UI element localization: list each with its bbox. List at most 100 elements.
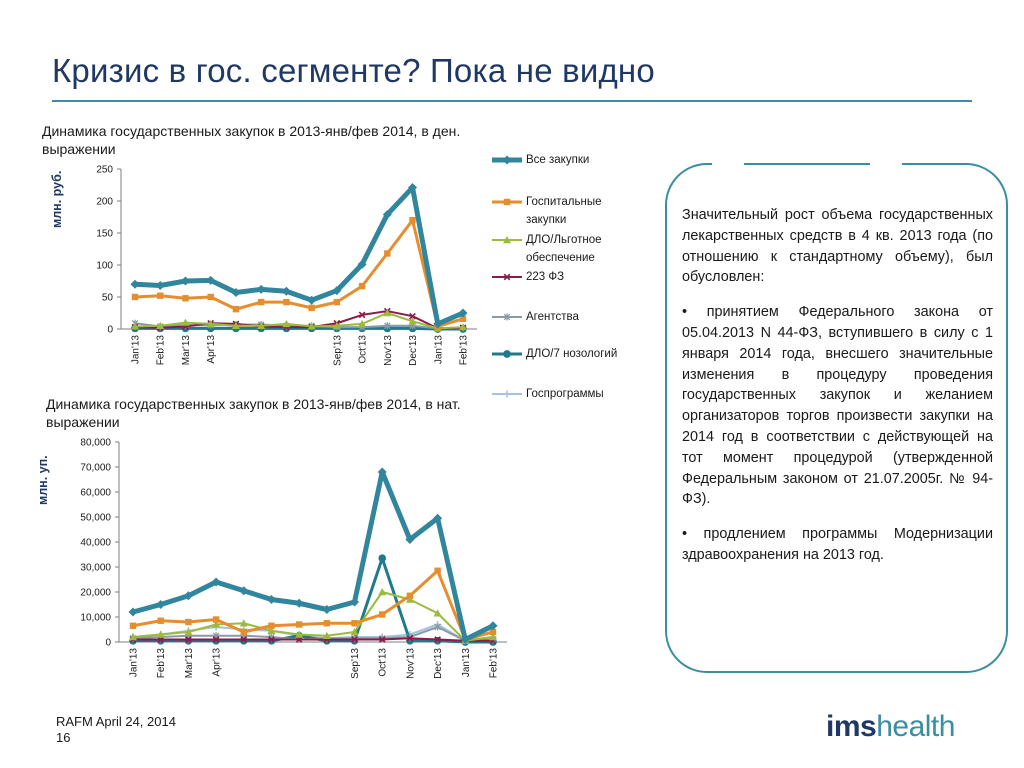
data-point: [350, 628, 359, 636]
legend-label: 223 ФЗ: [526, 271, 565, 283]
data-point: [206, 319, 215, 328]
data-point: [257, 321, 266, 329]
data-point: [157, 617, 164, 624]
data-point: [156, 600, 166, 609]
x-tick-label: Oct'13: [358, 335, 369, 364]
data-point: [434, 623, 441, 631]
y-tick-label: 30,000: [80, 563, 111, 574]
x-tick-label: Feb'13: [489, 648, 500, 679]
y-tick-label: 80,000: [80, 438, 111, 449]
footer-event: RAFM April 24, 2014: [56, 714, 176, 729]
x-tick-label: Dec'13: [408, 335, 419, 366]
data-point: [384, 250, 391, 257]
data-point: [307, 322, 316, 330]
data-point: [231, 288, 241, 298]
data-point: [322, 631, 331, 639]
series-line: [134, 312, 464, 330]
data-point: [409, 312, 416, 320]
data-point: [157, 292, 164, 299]
data-point: [212, 620, 221, 628]
data-point: [180, 276, 190, 286]
data-point: [212, 636, 220, 643]
legend-marker: [503, 313, 511, 321]
y-tick-label: 40,000: [80, 538, 111, 549]
data-point: [378, 588, 387, 596]
y-tick-label: 10,000: [80, 613, 111, 624]
data-point: [322, 605, 332, 614]
data-point: [357, 259, 367, 269]
legend-marker: [502, 155, 512, 165]
data-point: [232, 305, 240, 313]
data-point: [377, 467, 387, 477]
note-intro: Значительный рост объема государственных…: [682, 207, 993, 286]
data-point: [156, 321, 165, 329]
data-point: [185, 636, 192, 643]
data-point: [332, 321, 341, 329]
y-tick-label: 50: [102, 293, 114, 304]
data-point: [212, 616, 220, 623]
data-point: [460, 635, 470, 644]
data-point: [434, 567, 441, 574]
data-point: [211, 577, 221, 587]
data-point: [131, 322, 139, 330]
y-tick-label: 50,000: [80, 513, 111, 524]
data-point: [323, 620, 331, 627]
note-bullet-modernization: • продлением программы Модернизации здра…: [682, 526, 993, 563]
data-point: [183, 591, 193, 601]
x-tick-label: Apr'13: [212, 648, 223, 677]
data-point: [240, 636, 248, 643]
y-tick-label: 0: [105, 638, 111, 649]
legend-marker-plus-icon: [492, 390, 522, 398]
x-tick-label: Feb'13: [459, 335, 470, 366]
legend-label: Госпрограммы: [526, 388, 604, 400]
data-point: [206, 275, 216, 285]
data-point: [239, 619, 248, 627]
series-line: [134, 310, 464, 330]
data-point: [231, 321, 240, 329]
legend-label: Агентства: [526, 311, 579, 323]
series-2: [131, 309, 467, 332]
x-tick-label: Sep'13: [332, 335, 343, 366]
data-point: [378, 636, 386, 643]
series-line: [135, 326, 463, 331]
data-point: [207, 293, 214, 301]
data-point: [350, 597, 360, 607]
legend-marker: [503, 350, 511, 358]
page-title: Кризис в гос. сегменте? Пока не видно: [52, 52, 655, 89]
data-point: [130, 279, 140, 289]
data-point: [358, 311, 366, 319]
data-point: [295, 630, 304, 638]
legend-label: ДЛО/Льготное обеспечение: [526, 234, 602, 264]
x-tick-label: Feb'13: [156, 335, 167, 366]
legend-marker: [503, 198, 511, 206]
x-tick-label: Feb'13: [156, 648, 167, 679]
legend-label: Госпитальные закупки: [526, 196, 602, 226]
data-point: [308, 304, 315, 312]
series-line: [133, 637, 493, 642]
series-1: [129, 567, 497, 643]
legend-marker-diamond-icon: [492, 155, 522, 165]
data-point: [268, 636, 275, 643]
y-tick-label: 250: [96, 165, 113, 176]
legend-marker: [503, 273, 511, 281]
data-point: [129, 622, 137, 629]
data-point: [406, 592, 414, 599]
data-point: [433, 636, 442, 645]
y-tick-label: 100: [96, 261, 113, 272]
data-point: [408, 183, 418, 193]
y-tick-label: 200: [96, 197, 113, 208]
x-tick-label: Sep'13: [350, 648, 361, 679]
data-point: [281, 286, 291, 296]
legend-marker-square-icon: [492, 198, 522, 206]
data-point: [358, 319, 367, 328]
data-point: [267, 626, 276, 634]
series-0: [130, 183, 468, 329]
x-tick-label: Jan'13: [461, 648, 472, 678]
x-tick-label: Nov'13: [383, 335, 394, 366]
ims-health-logo: imshealth: [826, 710, 955, 744]
data-point: [239, 586, 249, 596]
data-point: [307, 295, 317, 305]
x-tick-label: Jan'13: [129, 648, 140, 678]
note-box-gap-left: [712, 160, 744, 166]
data-point: [129, 633, 137, 641]
